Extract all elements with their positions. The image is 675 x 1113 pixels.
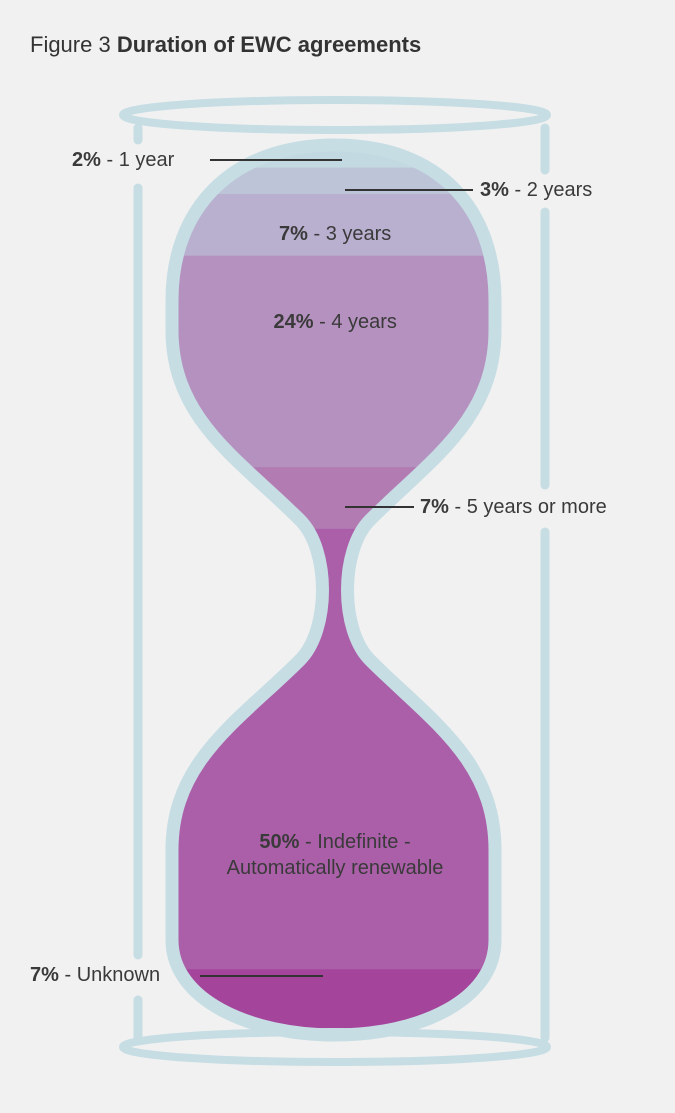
- separator: -: [514, 179, 522, 201]
- separator: -: [454, 496, 462, 518]
- frame: [119, 96, 551, 1066]
- value-label: 3%: [480, 179, 509, 201]
- value-label: 2%: [72, 149, 101, 171]
- category-label: 1 year: [118, 149, 175, 171]
- separator: -: [313, 223, 321, 245]
- segment-label: 2% - 1 year: [72, 147, 174, 173]
- leader-lines: [200, 159, 473, 977]
- segments: [172, 150, 495, 1032]
- category-label: 2 years: [526, 179, 593, 201]
- separator: -: [319, 311, 326, 333]
- separator: -: [106, 149, 114, 171]
- value-label: 7%: [420, 496, 449, 518]
- top-cap: [119, 96, 551, 134]
- category-label: Indefinite - Automatically renewable: [226, 831, 444, 879]
- figure-title: Figure 3 Duration of EWC agreements: [30, 32, 421, 58]
- segment: [172, 255, 495, 468]
- category-label: Unknown: [76, 964, 161, 986]
- pillars: [133, 123, 550, 1043]
- figure-label: Figure 3: [30, 32, 111, 57]
- category-label: 3 years: [325, 223, 392, 245]
- segment-label: 7% - 3 years: [279, 221, 391, 247]
- segment-label: 7% - 5 years or more: [420, 494, 607, 520]
- category-label: 4 years: [331, 311, 397, 333]
- category-label: 5 years or more: [466, 496, 607, 518]
- title: Duration of EWC agreements: [116, 32, 422, 57]
- value-label: 24%: [273, 311, 314, 333]
- value-label: 50%: [259, 831, 300, 853]
- separator: -: [64, 964, 72, 986]
- segment-label: 50% - Indefinite - Automatically renewab…: [205, 829, 465, 881]
- value-label: 7%: [279, 223, 308, 245]
- segment: [172, 194, 495, 257]
- segment-label: 3% - 2 years: [480, 177, 592, 203]
- bottom-cap: [119, 1028, 551, 1066]
- separator: -: [304, 831, 312, 853]
- value-label: 7%: [30, 964, 59, 986]
- segment-label: 7% - Unknown: [30, 962, 160, 988]
- segment-label: 24% - 4 years: [274, 309, 397, 335]
